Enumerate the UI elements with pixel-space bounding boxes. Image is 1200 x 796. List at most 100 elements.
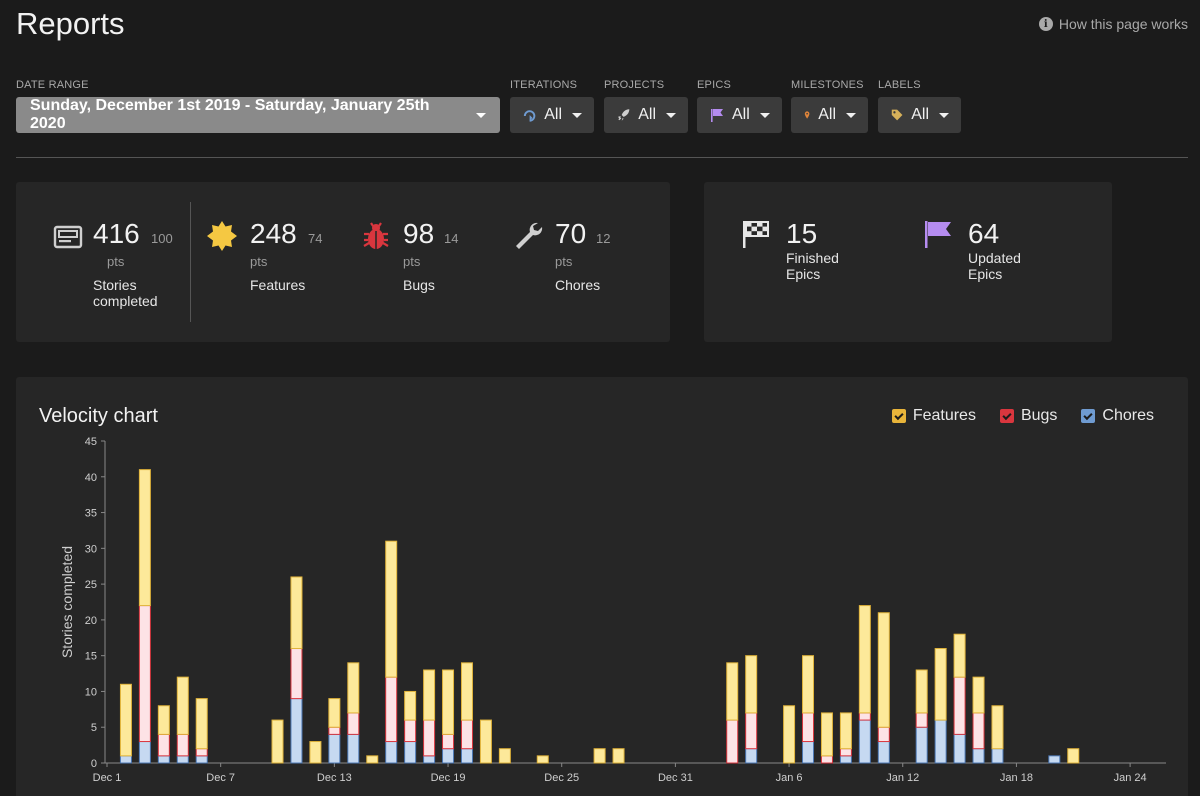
legend-chores[interactable]: Chores	[1081, 407, 1154, 425]
stories-value: 416	[93, 218, 140, 249]
stories-label-line2: completed	[93, 293, 158, 309]
bar-features	[783, 705, 796, 764]
x-tick-label: Jan 6	[776, 772, 803, 784]
bar-chores	[802, 741, 815, 764]
bar-bugs	[442, 733, 455, 750]
bar-features	[404, 690, 417, 721]
epic-flag-icon	[925, 221, 951, 248]
velocity-chart: 0 5 10 15 20 25 30 35 40 45 Stories completed Dec 1…	[59, 436, 1166, 784]
chevron-down-icon	[572, 112, 582, 118]
bar-chores	[138, 741, 151, 764]
x-tick-label: Dec 31	[658, 772, 693, 784]
bar-features	[157, 705, 170, 735]
chevron-down-icon	[759, 112, 770, 118]
bar-chores	[972, 748, 985, 764]
updated-epics-value: 64	[968, 218, 1000, 249]
bar-features	[119, 683, 132, 757]
bar-bugs	[176, 733, 189, 757]
milestones-filter[interactable]: All	[791, 97, 868, 133]
features-label: Features	[250, 277, 306, 293]
bar-features	[839, 712, 852, 750]
bar-features	[877, 612, 890, 728]
stories-unit: pts	[107, 254, 125, 269]
checkered-flag-icon	[743, 221, 769, 248]
chart-legend: Features Bugs Chores	[891, 407, 1154, 425]
bar-features	[953, 633, 966, 678]
bar-features	[593, 748, 606, 764]
bar-chores	[1048, 755, 1061, 764]
chores-label: Chores	[555, 277, 601, 293]
milestones-label: MILESTONES	[791, 79, 864, 91]
date-range-button[interactable]: Sunday, December 1st 2019 - Saturday, Ja…	[16, 97, 500, 133]
labels-filter[interactable]: All	[878, 97, 961, 133]
stats-card: 416 100 pts Stories completed 248 74 pts…	[16, 182, 670, 342]
bar-chores	[347, 733, 360, 764]
bugs-unit: pts	[403, 254, 421, 269]
bar-features	[290, 576, 303, 650]
labels-label: LABELS	[878, 79, 921, 91]
bar-features	[745, 655, 758, 714]
bar-features	[1067, 748, 1080, 764]
updated-epics-label: Updated Epics	[968, 250, 1021, 282]
legend-features[interactable]: Features	[891, 407, 976, 425]
bar-chores	[839, 755, 852, 764]
bar-features	[972, 676, 985, 714]
bar-features	[347, 662, 360, 714]
y-tick-label: 10	[85, 686, 97, 698]
bar-bugs	[802, 712, 815, 743]
features-unit: pts	[250, 254, 268, 269]
bar-bugs	[138, 605, 151, 743]
iterations-filter[interactable]: All	[510, 97, 594, 133]
bar-features	[442, 669, 455, 735]
chevron-down-icon	[476, 112, 486, 118]
bar-bugs	[423, 719, 436, 757]
projects-filter[interactable]: All	[604, 97, 688, 133]
bugs-value: 98	[403, 218, 435, 249]
tag-icon	[891, 109, 903, 121]
finished-epics-value: 15	[786, 218, 818, 249]
bar-features	[991, 705, 1004, 750]
bar-chores	[953, 733, 966, 764]
features-value: 248	[250, 218, 297, 249]
x-tick-label: Dec 19	[431, 772, 466, 784]
bar-features	[366, 755, 379, 764]
date-range-label: DATE RANGE	[16, 79, 89, 91]
bar-bugs	[953, 676, 966, 735]
bar-bugs	[726, 719, 739, 764]
legend-bugs[interactable]: Bugs	[999, 407, 1057, 425]
y-tick-label: 45	[85, 436, 97, 448]
bar-features	[423, 669, 436, 721]
bar-features	[385, 540, 398, 678]
help-link[interactable]: i How this page works	[1038, 16, 1188, 32]
help-link-label: How this page works	[1058, 16, 1188, 32]
chevron-down-icon	[846, 112, 856, 118]
iterations-value: All	[544, 106, 562, 123]
checkbox-icon	[891, 409, 906, 423]
stats-separator	[190, 202, 191, 322]
bar-features	[309, 741, 322, 764]
bar-bugs	[877, 726, 890, 743]
bug-icon	[363, 222, 389, 249]
map-pin-icon	[804, 111, 810, 119]
y-axis-label: Stories completed	[59, 546, 75, 658]
bugs-sub-value: 14	[444, 231, 459, 246]
bar-features	[858, 605, 871, 714]
features-sub-value: 74	[308, 231, 323, 246]
x-tick-label: Dec 1	[93, 772, 122, 784]
bar-features	[138, 469, 151, 607]
bar-chores	[423, 755, 436, 764]
bar-bugs	[328, 726, 341, 735]
bar-chores	[195, 755, 208, 764]
bar-chores	[119, 755, 132, 764]
bar-bugs	[385, 676, 398, 743]
bar-features	[498, 748, 511, 764]
info-icon: i	[1038, 17, 1053, 31]
stories-label-line1: Stories	[93, 277, 137, 293]
epics-label: EPICS	[697, 79, 732, 91]
bar-bugs	[347, 712, 360, 735]
bar-chores	[991, 748, 1004, 764]
stories-sub-value: 100	[151, 231, 173, 246]
bar-features	[195, 698, 208, 750]
chores-sub-value: 12	[596, 231, 611, 246]
epics-filter[interactable]: All	[697, 97, 782, 133]
